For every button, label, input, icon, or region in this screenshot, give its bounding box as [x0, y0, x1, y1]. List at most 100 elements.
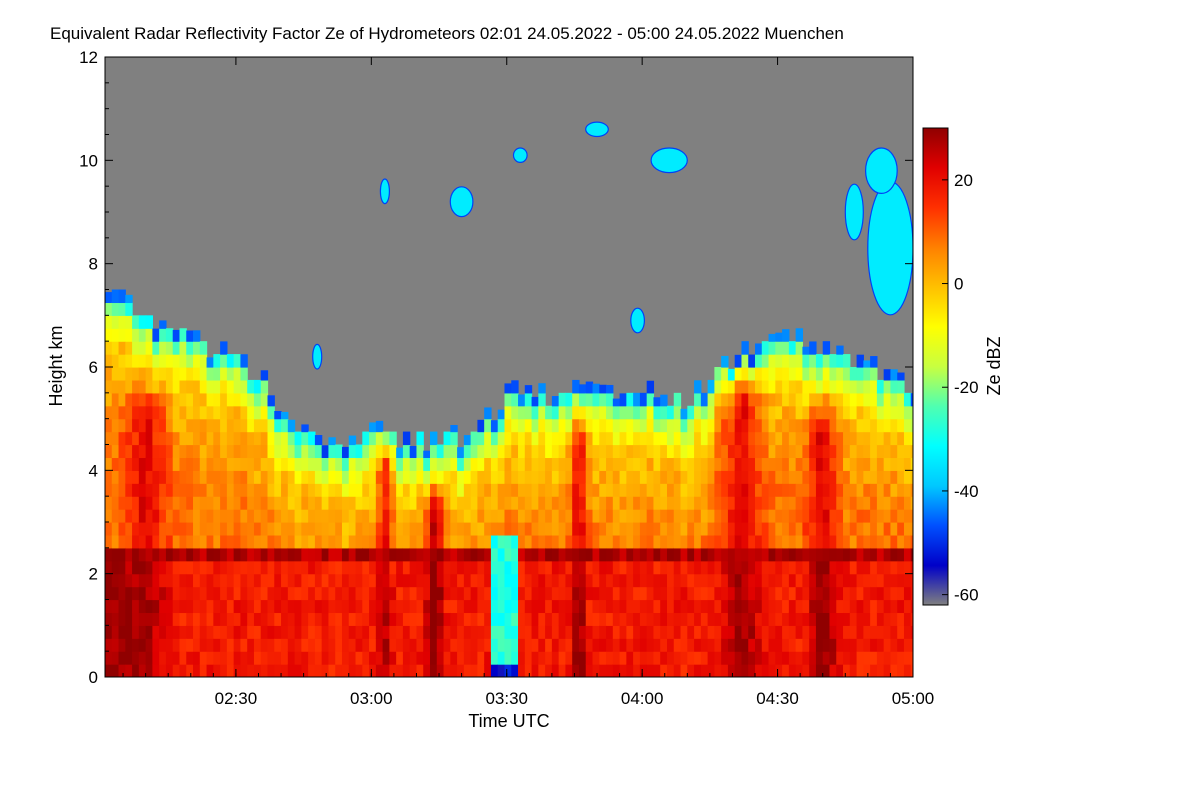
reflectivity-cell-2733: [903, 418, 912, 433]
reflectivity-cell-484: [220, 483, 228, 497]
reflectivity-cell-1083: [423, 664, 431, 677]
reflectivity-cell-2223: [768, 457, 776, 471]
reflectivity-cell-2667: [890, 651, 898, 665]
reflectivity-cell-227: [152, 367, 160, 381]
reflectivity-cell-1676: [612, 664, 621, 677]
reflectivity-cell-1958: [694, 405, 702, 420]
reflectivity-cell-1175: [450, 431, 458, 446]
reflectivity-cell-905: [355, 522, 363, 536]
reflectivity-cell-2085: [734, 586, 743, 601]
reflectivity-cell-2298: [788, 534, 797, 549]
reflectivity-cell-1163: [450, 586, 458, 601]
reflectivity-cell-1518: [565, 638, 573, 652]
reflectivity-cell-1115: [430, 483, 438, 497]
reflectivity-cell-582: [247, 522, 255, 536]
reflectivity-cell-1298: [497, 612, 506, 626]
reflectivity-cell-347: [186, 573, 194, 588]
reflectivity-cell-1443: [538, 470, 546, 484]
reflectivity-cell-640: [260, 370, 269, 381]
reflectivity-cell-2305: [788, 444, 797, 459]
reflectivity-cell-1286: [490, 509, 499, 523]
reflectivity-cell-933: [369, 638, 377, 652]
reflectivity-cell-2138: [748, 560, 756, 575]
reflectivity-cell-1819: [653, 534, 661, 549]
reflectivity-cell-2658: [883, 457, 892, 471]
reflectivity-cell-2545: [856, 651, 864, 665]
reflectivity-cell-331: [179, 431, 187, 446]
reflectivity-cell-239: [159, 560, 167, 575]
reflectivity-cell-36: [111, 586, 120, 601]
reflectivity-cell-499: [226, 625, 235, 639]
reflectivity-cell-550: [240, 612, 248, 626]
reflectivity-cell-293: [172, 573, 181, 588]
reflectivity-cell-1133: [436, 496, 445, 510]
reflectivity-cell-2308: [788, 405, 797, 420]
reflectivity-cell-781: [308, 444, 316, 459]
reflectivity-cell-1148: [443, 534, 451, 549]
reflectivity-cell-732: [294, 573, 302, 588]
reflectivity-cell-465: [213, 405, 221, 420]
reflectivity-cell-690: [281, 586, 289, 601]
reflectivity-cell-371: [193, 612, 201, 626]
reflectivity-cell-330: [179, 444, 187, 459]
reflectivity-cell-290: [172, 612, 181, 626]
reflectivity-cell-1712: [619, 483, 627, 497]
reflectivity-cell-1230: [470, 457, 478, 471]
reflectivity-cell-810: [321, 560, 330, 575]
reflectivity-cell-1157: [450, 664, 458, 677]
reflectivity-cell-862: [341, 599, 350, 614]
reflectivity-cell-1662: [606, 547, 614, 562]
reflectivity-cell-828: [328, 560, 336, 575]
reflectivity-cell-1661: [606, 560, 614, 575]
reflectivity-cell-2221: [768, 483, 776, 497]
reflectivity-cell-917: [362, 599, 370, 614]
reflectivity-cell-1614: [592, 573, 600, 588]
reflectivity-cell-876: [348, 651, 357, 665]
reflectivity-cell-392: [193, 341, 201, 355]
reflectivity-cell-275: [165, 457, 174, 471]
reflectivity-cell-2015: [714, 547, 722, 562]
reflectivity-cell-1946: [694, 560, 702, 575]
reflectivity-cell-408: [199, 483, 208, 497]
reflectivity-cell-1553: [572, 470, 580, 484]
reflectivity-cell-2170: [755, 470, 763, 484]
reflectivity-cell-1187: [457, 534, 465, 549]
reflectivity-cell-2751: [910, 470, 913, 484]
reflectivity-cell-2501: [843, 586, 851, 601]
reflectivity-cell-824: [328, 612, 336, 626]
reflectivity-cell-673: [274, 534, 282, 549]
reflectivity-cell-2711: [897, 392, 905, 407]
reflectivity-cell-1723: [626, 625, 634, 639]
reflectivity-cell-2209: [768, 638, 776, 652]
reflectivity-cell-1768: [639, 612, 648, 626]
reflectivity-cell-176: [145, 664, 153, 677]
reflectivity-cell-539: [233, 431, 242, 446]
reflectivity-cell-2634: [876, 470, 885, 484]
reflectivity-cell-2580: [863, 522, 871, 536]
reflectivity-cell-2601: [870, 573, 878, 588]
reflectivity-cell-1901: [680, 599, 688, 614]
reflectivity-cell-1834: [660, 625, 668, 639]
reflectivity-cell-2625: [876, 586, 885, 601]
reflectivity-cell-85: [118, 341, 126, 355]
reflectivity-cell-992: [389, 638, 397, 652]
reflectivity-cell-1352: [511, 483, 519, 497]
reflectivity-cell-529: [233, 560, 242, 575]
reflectivity-cell-1231: [470, 444, 478, 459]
reflectivity-cell-722: [287, 444, 296, 459]
reflectivity-cell-1112: [430, 522, 438, 536]
reflectivity-cell-2670: [890, 612, 898, 626]
reflectivity-cell-1088: [423, 599, 431, 614]
reflectivity-cell-2457: [829, 496, 837, 510]
reflectivity-cell-618: [260, 651, 269, 665]
reflectivity-cell-2364: [802, 367, 810, 381]
reflectivity-cell-772: [308, 560, 316, 575]
reflectivity-cell-1070: [416, 586, 424, 601]
reflectivity-cell-1744: [633, 638, 641, 652]
reflectivity-cell-2171: [755, 457, 763, 471]
reflectivity-cell-2752: [910, 457, 913, 471]
reflectivity-cell-1336: [504, 392, 512, 407]
reflectivity-cell-1244: [477, 522, 485, 536]
reflectivity-cell-857: [341, 664, 350, 677]
